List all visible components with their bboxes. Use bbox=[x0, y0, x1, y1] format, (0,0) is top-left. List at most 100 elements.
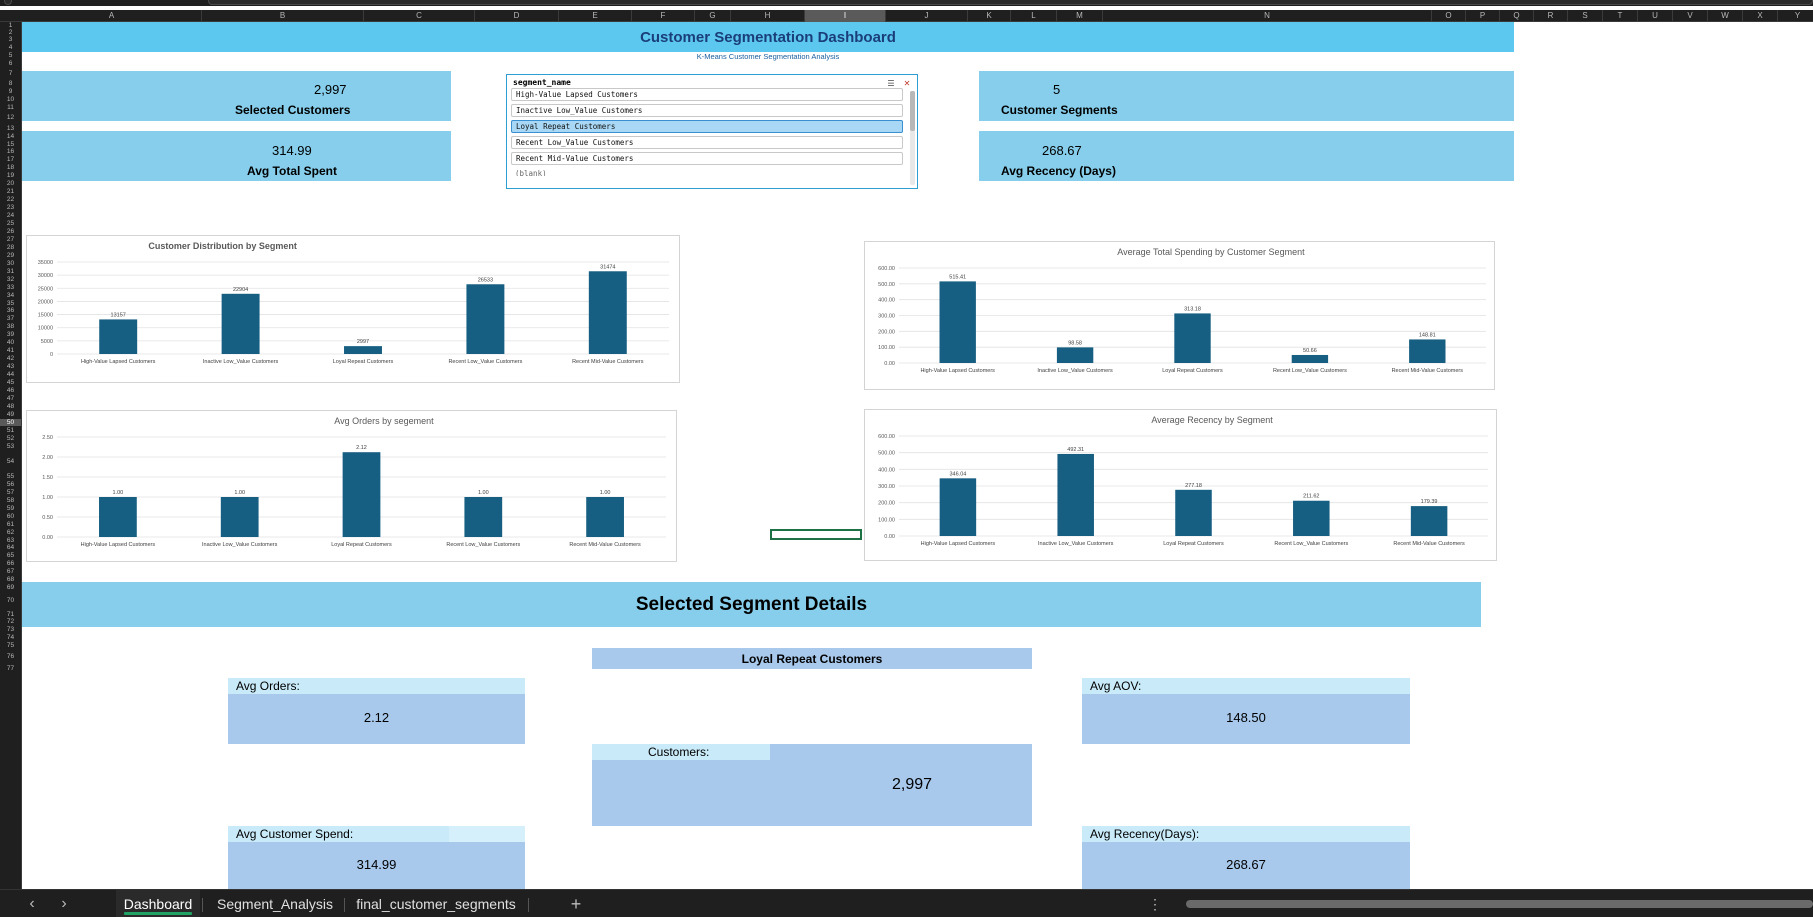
slicer-item[interactable]: Inactive Low_Value Customers bbox=[511, 104, 903, 117]
row-header[interactable]: 17 bbox=[6, 156, 15, 164]
column-header[interactable]: V bbox=[1673, 10, 1708, 22]
row-header[interactable]: 6 bbox=[8, 60, 13, 68]
row-header[interactable]: 50 bbox=[0, 418, 21, 427]
row-header[interactable]: 55 bbox=[6, 472, 15, 480]
row-header[interactable]: 64 bbox=[6, 544, 15, 552]
row-header[interactable]: 13 bbox=[6, 124, 15, 132]
row-header[interactable]: 35 bbox=[6, 299, 15, 307]
slicer-item[interactable]: Recent Low_Value Customers bbox=[511, 136, 903, 149]
column-header[interactable]: Y bbox=[1778, 10, 1813, 22]
slicer-item[interactable]: High-Value Lapsed Customers bbox=[511, 88, 903, 101]
row-header[interactable]: 40 bbox=[6, 339, 15, 347]
column-header[interactable]: F bbox=[632, 10, 695, 22]
row-header[interactable]: 14 bbox=[6, 132, 15, 140]
column-header[interactable]: T bbox=[1603, 10, 1638, 22]
column-header[interactable]: R bbox=[1534, 10, 1568, 22]
row-header[interactable]: 58 bbox=[6, 496, 15, 504]
row-header[interactable]: 12 bbox=[6, 114, 15, 122]
row-header[interactable]: 52 bbox=[6, 434, 15, 442]
row-header[interactable]: 26 bbox=[6, 227, 15, 235]
column-header[interactable]: Q bbox=[1500, 10, 1534, 22]
more-options-icon[interactable]: ⋮ bbox=[1148, 896, 1162, 912]
column-header[interactable]: N bbox=[1103, 10, 1432, 22]
row-header[interactable]: 4 bbox=[8, 44, 13, 52]
column-header[interactable]: X bbox=[1743, 10, 1778, 22]
column-header[interactable]: W bbox=[1708, 10, 1743, 22]
row-header[interactable]: 48 bbox=[6, 402, 15, 410]
chart-avg-total-spending[interactable]: Average Total Spending by Customer Segme… bbox=[864, 241, 1495, 390]
row-header[interactable]: 23 bbox=[6, 204, 15, 212]
row-header[interactable]: 62 bbox=[6, 528, 15, 536]
row-header[interactable]: 25 bbox=[6, 220, 15, 227]
slicer-item[interactable]: (blank) bbox=[511, 168, 903, 176]
row-header[interactable]: 9 bbox=[8, 88, 13, 96]
row-header[interactable]: 57 bbox=[6, 488, 15, 496]
row-header[interactable]: 28 bbox=[6, 243, 15, 251]
row-header[interactable]: 37 bbox=[6, 315, 15, 323]
horizontal-scrollbar[interactable] bbox=[1186, 900, 1813, 908]
column-header[interactable]: B bbox=[202, 10, 364, 22]
prev-sheet-icon[interactable]: ‹ bbox=[29, 895, 35, 912]
row-header[interactable]: 65 bbox=[6, 552, 15, 560]
row-header[interactable]: 27 bbox=[6, 235, 15, 243]
row-header[interactable]: 46 bbox=[6, 386, 15, 394]
row-header[interactable]: 69 bbox=[6, 584, 15, 592]
row-header[interactable]: 36 bbox=[6, 307, 15, 315]
column-header[interactable]: M bbox=[1057, 10, 1103, 22]
row-header[interactable]: 19 bbox=[6, 172, 15, 180]
row-header[interactable]: 21 bbox=[6, 188, 15, 196]
row-header[interactable]: 47 bbox=[6, 394, 15, 402]
row-header[interactable]: 44 bbox=[6, 371, 15, 379]
column-header[interactable]: A bbox=[22, 10, 202, 22]
column-header[interactable]: C bbox=[364, 10, 475, 22]
row-header[interactable]: 56 bbox=[6, 480, 15, 488]
row-header[interactable]: 39 bbox=[6, 331, 15, 339]
row-header[interactable]: 68 bbox=[6, 576, 15, 584]
row-header[interactable]: 16 bbox=[6, 148, 15, 156]
row-header[interactable]: 49 bbox=[6, 410, 15, 418]
chart-avg-recency[interactable]: Average Recency by Segment 0.00 100.00 200.… bbox=[864, 409, 1497, 561]
row-header[interactable]: 51 bbox=[6, 426, 15, 434]
column-header[interactable]: E bbox=[559, 10, 632, 22]
row-header[interactable]: 45 bbox=[6, 379, 15, 386]
row-header[interactable]: 74 bbox=[6, 634, 15, 642]
row-header[interactable]: 38 bbox=[6, 323, 15, 331]
row-header[interactable]: 53 bbox=[6, 442, 15, 450]
row-header[interactable]: 76 bbox=[6, 653, 15, 661]
row-header[interactable]: 73 bbox=[6, 626, 15, 634]
formula-bar-edge[interactable] bbox=[208, 0, 1813, 5]
row-header[interactable]: 41 bbox=[6, 347, 15, 355]
row-header[interactable]: 5 bbox=[8, 52, 13, 60]
row-header[interactable]: 1 bbox=[8, 22, 13, 29]
row-header[interactable]: 70 bbox=[6, 597, 15, 605]
column-header[interactable]: G bbox=[695, 10, 731, 22]
row-header[interactable]: 71 bbox=[6, 610, 15, 618]
chart-customer-distribution[interactable]: Customer Distribution by Segment 0 5000 100… bbox=[26, 235, 680, 383]
row-header[interactable]: 24 bbox=[6, 212, 15, 220]
multi-select-icon[interactable]: ☰ bbox=[887, 79, 895, 88]
row-header[interactable]: 2 bbox=[8, 28, 13, 36]
column-header[interactable]: D bbox=[475, 10, 559, 22]
row-header[interactable]: 72 bbox=[6, 618, 15, 626]
row-header[interactable]: 77 bbox=[6, 664, 15, 672]
column-header[interactable]: I bbox=[805, 10, 886, 22]
row-header[interactable]: 32 bbox=[6, 275, 15, 283]
chart-avg-orders[interactable]: Avg Orders by segement 0.00 0.50 1.00 1.50 2.… bbox=[26, 410, 677, 562]
clear-filter-icon[interactable]: ✕ bbox=[903, 79, 911, 88]
tab-dashboard[interactable]: Dashboard bbox=[116, 890, 200, 917]
row-header[interactable]: 63 bbox=[6, 536, 15, 544]
column-header[interactable]: P bbox=[1466, 10, 1500, 22]
row-header[interactable]: 10 bbox=[6, 96, 15, 104]
row-header[interactable]: 34 bbox=[6, 291, 15, 299]
column-header[interactable]: U bbox=[1638, 10, 1673, 22]
row-header[interactable]: 20 bbox=[6, 180, 15, 188]
row-header[interactable]: 22 bbox=[6, 196, 15, 204]
row-header[interactable]: 67 bbox=[6, 568, 15, 576]
row-header[interactable]: 3 bbox=[8, 36, 13, 44]
tab-final-customer-segments[interactable]: final_customer_segments bbox=[350, 890, 522, 917]
row-header[interactable]: 15 bbox=[6, 140, 15, 148]
worksheet[interactable]: Customer Segmentation Dashboard K-Means … bbox=[22, 22, 1813, 889]
column-header[interactable]: J bbox=[886, 10, 968, 22]
row-header[interactable]: 60 bbox=[6, 512, 15, 520]
row-header[interactable]: 29 bbox=[6, 251, 15, 259]
